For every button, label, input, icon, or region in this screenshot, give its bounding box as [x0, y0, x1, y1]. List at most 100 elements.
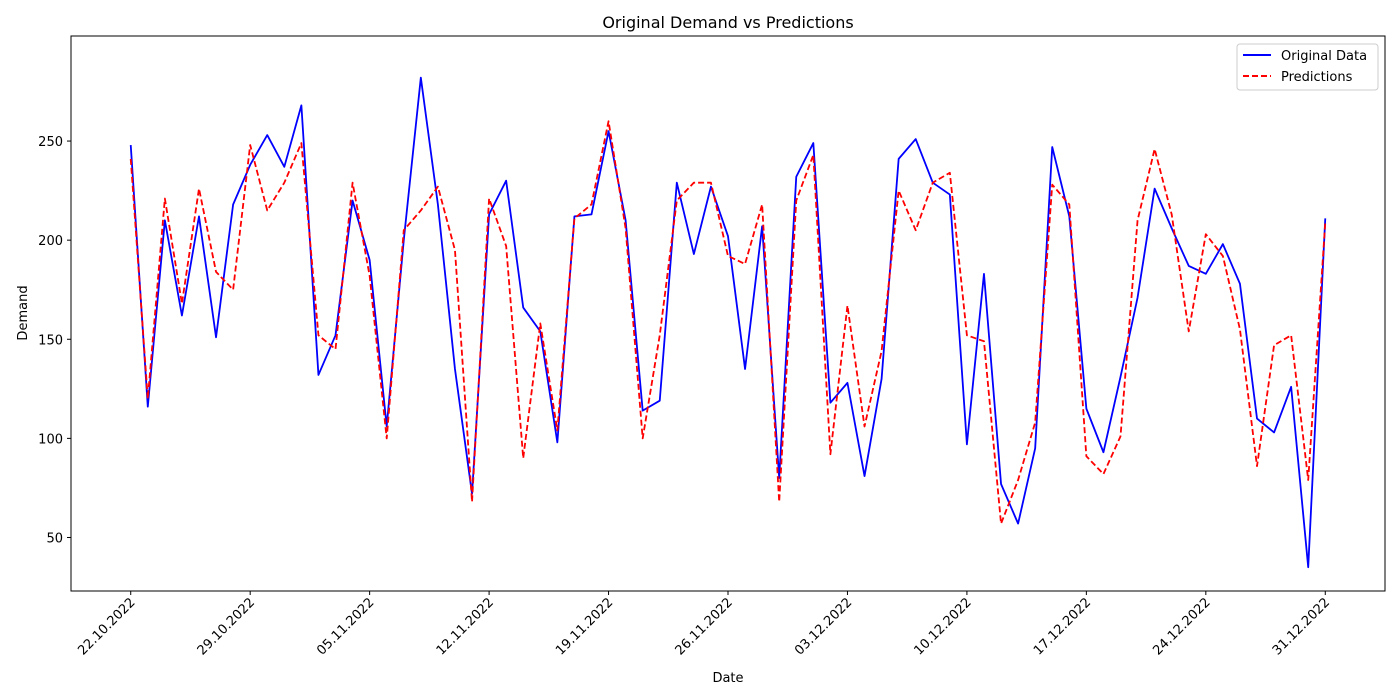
- data-point: [181, 315, 183, 317]
- data-point: [420, 77, 422, 79]
- data-point: [915, 229, 917, 231]
- data-point: [522, 457, 524, 459]
- data-point: [1034, 422, 1036, 424]
- data-point: [693, 253, 695, 255]
- data-point: [659, 400, 661, 402]
- data-point: [761, 204, 763, 206]
- data-point: [1034, 447, 1036, 449]
- legend-label-original-data: Original Data: [1281, 49, 1367, 64]
- y-axis-label: Demand: [16, 285, 31, 340]
- data-point: [249, 164, 251, 166]
- data-point: [625, 227, 627, 229]
- data-point: [505, 180, 507, 182]
- data-point: [1051, 146, 1053, 148]
- y-tick-label: 100: [38, 432, 63, 447]
- data-point: [1120, 376, 1122, 378]
- data-point: [1085, 455, 1087, 457]
- data-point: [676, 200, 678, 202]
- data-point: [181, 303, 183, 305]
- data-point: [164, 219, 166, 221]
- data-point: [1137, 219, 1139, 221]
- data-point: [232, 204, 234, 206]
- data-point: [864, 426, 866, 428]
- data-point: [676, 182, 678, 184]
- data-point: [659, 334, 661, 336]
- data-point: [130, 158, 132, 160]
- data-point: [318, 334, 320, 336]
- data-point: [147, 406, 149, 408]
- data-point: [488, 198, 490, 200]
- data-point: [864, 475, 866, 477]
- data-point: [198, 215, 200, 217]
- data-point: [847, 382, 849, 384]
- data-point: [778, 501, 780, 503]
- data-point: [949, 172, 951, 174]
- data-point: [1085, 408, 1087, 410]
- data-point: [249, 144, 251, 146]
- data-point: [1017, 479, 1019, 481]
- data-point: [369, 275, 371, 277]
- legend: Original Data Predictions: [1236, 43, 1379, 91]
- data-point: [727, 235, 729, 237]
- data-point: [471, 501, 473, 503]
- data-point: [1205, 233, 1207, 235]
- data-point: [1051, 184, 1053, 186]
- data-point: [710, 182, 712, 184]
- data-point: [1205, 273, 1207, 275]
- data-point: [574, 217, 576, 219]
- data-point: [1290, 334, 1292, 336]
- y-tick-label: 150: [38, 333, 63, 348]
- data-point: [1120, 435, 1122, 437]
- data-point: [1017, 523, 1019, 525]
- data-point: [625, 219, 627, 221]
- data-point: [608, 120, 610, 122]
- data-point: [881, 350, 883, 352]
- data-point: [1239, 328, 1241, 330]
- data-point: [1256, 418, 1258, 420]
- legend-box: [1236, 43, 1379, 91]
- data-point: [847, 305, 849, 307]
- data-point: [642, 410, 644, 412]
- series-line-original-data: [129, 76, 1327, 569]
- data-point: [829, 453, 831, 455]
- data-point: [147, 398, 149, 400]
- data-point: [215, 271, 217, 273]
- data-point: [983, 340, 985, 342]
- data-point: [1256, 465, 1258, 467]
- data-point: [966, 334, 968, 336]
- data-point: [1171, 227, 1173, 229]
- data-point: [283, 166, 285, 168]
- y-tick-label: 200: [38, 234, 63, 249]
- data-point: [1307, 479, 1309, 481]
- data-point: [881, 378, 883, 380]
- data-point: [454, 249, 456, 251]
- data-point: [898, 190, 900, 192]
- data-point: [932, 182, 934, 184]
- data-point: [1324, 217, 1326, 219]
- data-point: [164, 198, 166, 200]
- data-point: [283, 182, 285, 184]
- data-point: [744, 263, 746, 265]
- data-point: [300, 142, 302, 144]
- data-point: [198, 188, 200, 190]
- data-point: [795, 176, 797, 178]
- data-point: [1188, 265, 1190, 267]
- data-point: [335, 348, 337, 350]
- axes-frame: [70, 35, 1386, 592]
- data-point: [693, 182, 695, 184]
- data-point: [522, 307, 524, 309]
- data-point: [437, 204, 439, 206]
- data-point: [386, 437, 388, 439]
- data-point: [829, 402, 831, 404]
- data-point: [1273, 344, 1275, 346]
- data-point: [352, 200, 354, 202]
- data-point: [898, 158, 900, 160]
- data-point: [1222, 255, 1224, 257]
- data-point: [130, 144, 132, 146]
- data-point: [574, 215, 576, 217]
- data-point: [1273, 432, 1275, 434]
- data-point: [949, 194, 951, 196]
- data-point: [1239, 283, 1241, 285]
- data-point: [1137, 297, 1139, 299]
